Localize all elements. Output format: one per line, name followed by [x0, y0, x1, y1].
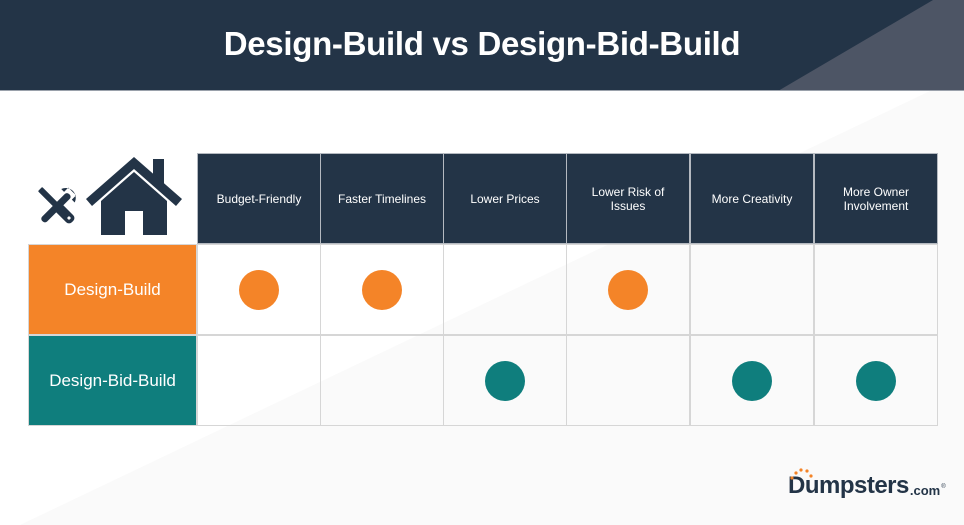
house-icon: [86, 157, 182, 235]
column-header-budget-friendly: Budget-Friendly: [197, 153, 321, 244]
logo-suffix: .com: [909, 483, 941, 498]
dumpsters-logo: Dumpsters .com ®: [788, 468, 946, 500]
check-dot-icon: [856, 360, 896, 401]
logo-wordmark: Dumpsters: [788, 472, 909, 499]
check-dot-icon: [362, 269, 402, 310]
matrix-cell: [690, 244, 814, 335]
matrix-cell: [443, 335, 567, 426]
check-dot-icon: [732, 360, 772, 401]
logo-registered-mark: ®: [941, 484, 946, 490]
matrix-cell: [320, 335, 444, 426]
check-dot-icon: [239, 269, 279, 310]
page-title: Design-Build vs Design-Bid-Build: [223, 24, 741, 62]
matrix-cell: [814, 335, 938, 426]
matrix-cell: [566, 335, 690, 426]
check-dot-icon: [608, 269, 648, 310]
matrix-cell: [197, 335, 321, 426]
column-header-faster-timelines: Faster Timelines: [320, 153, 444, 244]
row-label-design-build: Design-Build: [28, 244, 197, 335]
matrix-cell: [443, 244, 567, 335]
column-header-more-owner-involvement: More Owner Involvement: [814, 153, 938, 244]
check-dot-icon: [485, 360, 525, 401]
banner-divider: [0, 90, 964, 91]
matrix-cell: [566, 244, 690, 335]
banner-diagonal-accent: [778, 0, 964, 91]
matrix-cell: [814, 244, 938, 335]
title-banner: Design-Build vs Design-Bid-Build: [0, 0, 964, 91]
column-header-lower-risk-of-issues: Lower Risk of Issues: [566, 153, 690, 244]
corner-icons: [28, 153, 197, 244]
matrix-cell: [690, 335, 814, 426]
column-header-lower-prices: Lower Prices: [443, 153, 567, 244]
column-header-more-creativity: More Creativity: [690, 153, 814, 244]
matrix-cell: [197, 244, 321, 335]
wrench-screwdriver-icon: [38, 187, 77, 224]
sun-rays-icon: [790, 468, 813, 480]
matrix-cell: [320, 244, 444, 335]
row-label-design-bid-build: Design-Bid-Build: [28, 335, 197, 426]
